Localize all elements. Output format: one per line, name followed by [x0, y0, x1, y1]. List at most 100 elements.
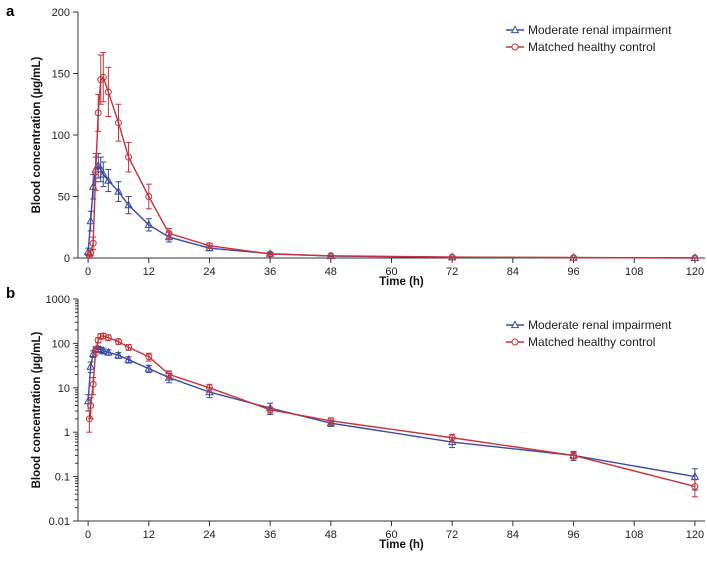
x-tick-label: 12: [143, 529, 155, 541]
data-point-triangle: [124, 200, 133, 209]
x-axis-title: Time (h): [379, 276, 424, 288]
data-point-circle: [145, 193, 153, 200]
y-tick-label: 200: [52, 7, 70, 19]
legend-label: Moderate renal impairment: [528, 23, 672, 37]
series-line: [88, 75, 695, 259]
data-point-circle: [691, 482, 699, 490]
y-tick-label: 50: [58, 192, 70, 204]
x-tick-label: 120: [686, 266, 704, 278]
x-tick-label: 24: [203, 266, 215, 278]
y-tick-label: 150: [52, 69, 70, 81]
data-point-triangle: [144, 220, 154, 228]
data-point-circle: [87, 249, 95, 257]
data-point-circle: [205, 242, 213, 250]
legend-label: Matched healthy control: [528, 40, 655, 54]
data-point-circle: [448, 253, 456, 261]
y-axis-title: Blood concentration (µg/mL): [31, 331, 43, 488]
data-point-circle: [448, 434, 456, 442]
y-tick-label: 10: [58, 383, 70, 395]
series-renal: [83, 152, 700, 261]
data-point-circle: [125, 343, 133, 351]
data-point-triangle: [124, 355, 133, 363]
x-tick-label: 24: [203, 529, 215, 541]
x-tick-label: 120: [686, 529, 704, 541]
data-point-circle: [125, 153, 133, 161]
data-point-circle: [92, 168, 100, 176]
data-point-circle: [327, 252, 335, 260]
data-point-circle: [104, 88, 112, 96]
y-tick-label: 1000: [46, 294, 70, 306]
data-point-triangle: [96, 164, 105, 173]
legend-triangle-icon: [510, 320, 520, 329]
y-tick-label: 100: [52, 338, 70, 350]
x-tick-label: 0: [85, 266, 91, 278]
legend-circle-icon: [511, 338, 519, 346]
y-tick-label: 0: [64, 253, 70, 265]
data-point-circle: [114, 119, 122, 127]
data-point-triangle: [114, 186, 123, 195]
data-point-circle: [104, 334, 112, 342]
panel-label: a: [6, 3, 15, 20]
data-point-circle: [89, 380, 97, 388]
data-point-triangle: [99, 346, 108, 354]
data-point-circle: [99, 332, 107, 340]
series-line: [88, 335, 696, 488]
series-healthy: [85, 52, 699, 262]
data-point-circle: [145, 353, 153, 361]
x-tick-label: 84: [507, 529, 519, 541]
data-point-circle: [266, 250, 274, 258]
x-tick-label: 108: [625, 529, 643, 541]
data-point-circle: [205, 384, 213, 392]
x-tick-label: 48: [325, 266, 337, 278]
legend-triangle-icon: [510, 25, 520, 34]
y-tick-label: 100: [52, 130, 70, 142]
series-line: [87, 164, 695, 259]
x-tick-label: 96: [567, 529, 579, 541]
data-point-triangle: [104, 175, 113, 184]
x-tick-label: 0: [85, 529, 91, 541]
data-point-circle: [327, 417, 335, 425]
x-tick-label: 48: [325, 529, 337, 541]
data-point-triangle: [164, 232, 174, 241]
x-tick-label: 60: [385, 266, 397, 278]
data-point-circle: [691, 254, 699, 262]
data-point-triangle: [114, 350, 123, 359]
x-tick-label: 96: [567, 266, 579, 278]
data-point-circle: [87, 401, 95, 409]
x-tick-label: 108: [625, 266, 643, 278]
series-renal: [83, 344, 700, 491]
x-axis-title: Time (h): [379, 539, 424, 551]
data-point-triangle: [690, 471, 700, 480]
x-tick-label: 36: [264, 266, 276, 278]
data-point-circle: [92, 346, 100, 354]
y-tick-label: 0.1: [55, 472, 70, 484]
x-tick-label: 72: [446, 529, 458, 541]
data-point-circle: [99, 73, 107, 81]
data-point-triangle: [144, 364, 154, 372]
x-tick-label: 72: [446, 266, 458, 278]
data-point-triangle: [99, 169, 108, 178]
data-point-triangle: [86, 216, 95, 225]
series-line: [87, 348, 696, 478]
data-point-circle: [165, 229, 173, 237]
data-point-circle: [89, 239, 97, 247]
legend-circle-icon: [511, 43, 519, 51]
x-tick-label: 84: [507, 266, 519, 278]
data-point-circle: [114, 338, 122, 346]
y-axis-title: Blood concentration (µg/mL): [31, 56, 43, 213]
data-point-circle: [165, 370, 173, 378]
y-tick-label: 1: [64, 427, 70, 439]
x-tick-label: 60: [385, 529, 397, 541]
x-tick-label: 12: [143, 266, 155, 278]
data-point-triangle: [326, 418, 336, 427]
legend-label: Matched healthy control: [528, 335, 655, 349]
legend-label: Moderate renal impairment: [528, 318, 672, 332]
data-point-circle: [94, 109, 102, 117]
y-tick-label: 0.01: [49, 516, 70, 528]
data-point-triangle: [86, 361, 95, 370]
panel-label: b: [6, 285, 15, 302]
series-healthy: [85, 332, 699, 498]
data-point-circle: [570, 254, 578, 262]
data-point-triangle: [104, 347, 113, 356]
